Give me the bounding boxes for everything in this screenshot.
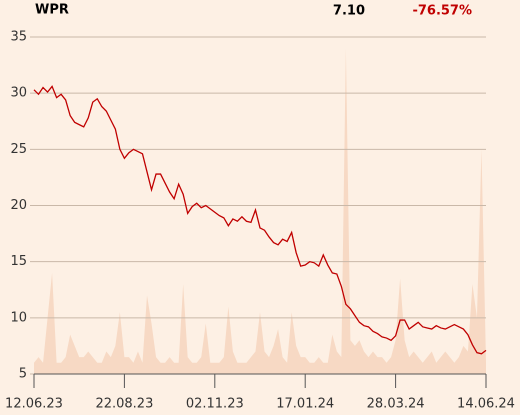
y-tick-label: 5	[19, 367, 27, 382]
y-tick-label: 30	[10, 86, 27, 101]
x-tick-label: 22.08.23	[95, 397, 153, 412]
last-price: 7.10	[333, 4, 365, 19]
ticker: WPR	[35, 3, 69, 18]
y-tick-label: 10	[10, 310, 27, 325]
x-tick-label: 17.01.24	[276, 397, 334, 412]
price-line	[33, 85, 487, 355]
x-tick-label: 02.11.23	[186, 397, 244, 412]
x-tick-label: 28.03.24	[367, 397, 425, 412]
y-tick-label: 25	[10, 142, 27, 157]
y-tick-label: 35	[10, 30, 27, 45]
y-tick-label: 15	[10, 254, 27, 269]
change: -76.57%	[412, 4, 472, 19]
y-tick-label: 20	[10, 198, 27, 213]
x-tick-label: 12.06.23	[5, 397, 63, 412]
x-tick-label: 14.06.24	[457, 397, 515, 412]
